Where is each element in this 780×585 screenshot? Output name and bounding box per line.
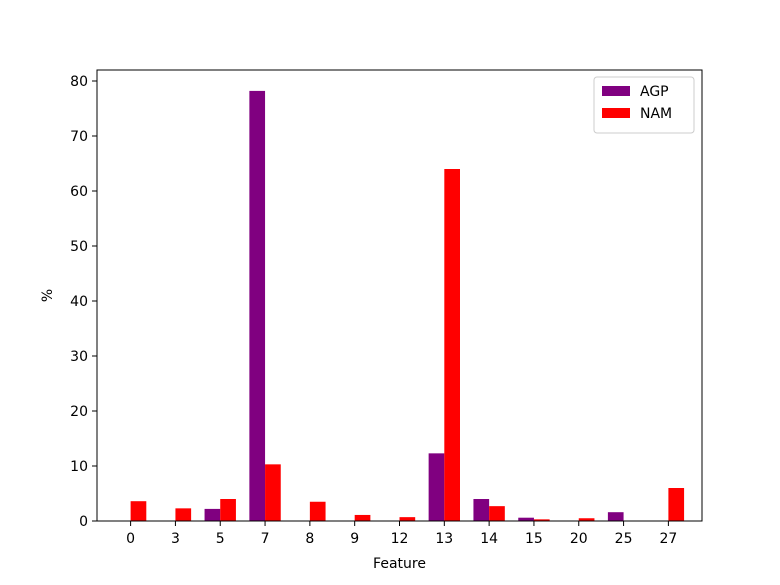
bar-nam-13 [444,169,460,521]
x-axis-label: Feature [373,556,426,572]
x-tick-label-25: 25 [615,531,633,547]
legend-label-agp: AGP [640,84,669,100]
x-tick-label-12: 12 [391,531,409,547]
bar-nam-12 [399,517,416,521]
legend-swatch-agp [602,86,630,96]
y-tick-label-40: 40 [70,294,88,310]
x-tick-label-0: 0 [126,531,135,547]
bar-nam-3 [175,508,192,521]
y-tick-label-30: 30 [70,349,88,365]
x-tick-label-27: 27 [659,531,677,547]
y-tick-label-60: 60 [70,184,88,200]
bar-agp-5 [204,508,221,521]
bars-group [130,90,685,522]
bar-nam-8 [309,501,326,521]
bar-agp-25 [607,512,624,521]
y-axis: 0 10 20 30 40 50 60 70 80 [70,74,97,530]
bar-nam-15 [533,519,550,521]
x-tick-label-7: 7 [261,531,270,547]
y-tick-label-0: 0 [79,514,88,530]
x-axis: 0 3 5 7 8 9 12 13 14 15 20 25 27 [126,521,677,547]
bar-nam-9 [354,514,371,521]
legend-swatch-nam [602,108,630,118]
y-axis-label: % [40,289,56,302]
y-tick-label-70: 70 [70,129,88,145]
legend-label-nam: NAM [640,106,672,122]
y-tick-label-50: 50 [70,239,88,255]
x-tick-label-3: 3 [171,531,180,547]
x-tick-label-15: 15 [525,531,543,547]
bar-nam-5 [220,499,236,521]
bar-agp-13 [428,453,445,521]
x-tick-label-14: 14 [480,531,498,547]
bar-nam-7 [265,464,281,521]
bar-nam-20 [578,518,595,521]
y-tick-label-80: 80 [70,74,88,90]
bar-agp-7 [249,90,266,522]
x-tick-label-20: 20 [570,531,588,547]
bar-nam-0 [130,501,147,521]
bar-agp-14 [473,499,490,521]
bar-agp-15 [518,517,534,521]
y-tick-label-10: 10 [70,459,88,475]
x-tick-label-8: 8 [305,531,314,547]
bar-nam-27 [668,488,685,521]
legend: AGP NAM [593,76,695,134]
bar-nam-14 [489,506,505,521]
x-tick-label-5: 5 [216,531,225,547]
y-tick-label-20: 20 [70,404,88,420]
x-tick-label-13: 13 [435,531,453,547]
x-tick-label-9: 9 [350,531,359,547]
